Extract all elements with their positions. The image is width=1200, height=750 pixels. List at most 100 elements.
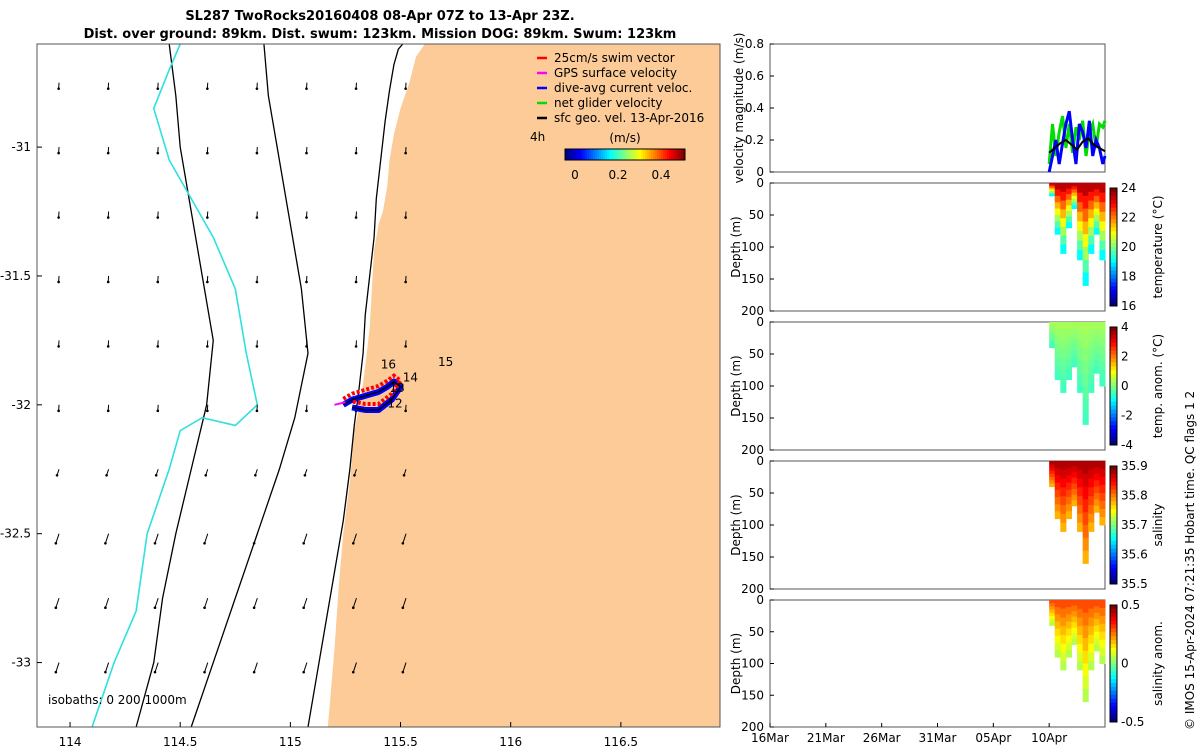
current-arrow-head <box>104 606 107 610</box>
colorbar-segment <box>1110 370 1117 375</box>
colorbar-frame <box>1109 187 1118 307</box>
profile-cell <box>1093 606 1100 614</box>
isobath-label: isobaths: 0 200 1000m <box>48 693 187 707</box>
profile-cell <box>1093 202 1100 210</box>
colorbar-segment <box>1110 616 1117 622</box>
colorbar-segment <box>1110 441 1117 446</box>
profile-cell <box>1077 250 1084 261</box>
velocity-ytick-label: 0.2 <box>745 133 764 147</box>
colorbar-segment <box>1110 350 1117 356</box>
profile-cell <box>1071 461 1078 468</box>
profile-cell <box>1077 202 1084 213</box>
legend-entry: net glider velocity <box>554 96 662 110</box>
colorbar-segment <box>1110 250 1117 256</box>
profile-cell <box>1065 635 1072 644</box>
current-arrow <box>253 597 258 608</box>
profile-cell <box>1082 688 1089 703</box>
profile-cell <box>1054 227 1061 235</box>
profile-cell <box>1071 472 1078 479</box>
profile-cell <box>1054 497 1061 505</box>
colorbar-segment <box>1110 362 1117 367</box>
colorbar-segment <box>627 149 630 160</box>
profile-cell <box>1082 208 1089 222</box>
colorbar-segment <box>1110 580 1117 585</box>
depth-ytick-label: 50 <box>749 347 764 361</box>
profile-cell <box>1077 357 1084 367</box>
profile-cell <box>1077 661 1084 671</box>
colorbar-segment <box>1110 667 1117 672</box>
colorbar-segment <box>1110 473 1117 479</box>
profile-cell <box>1071 205 1078 210</box>
profile-cell <box>1077 383 1084 393</box>
profile-cell <box>1093 221 1100 229</box>
colorbar-segment <box>597 149 600 160</box>
colorbar-segment <box>1110 405 1117 411</box>
colorbar-segment <box>1110 509 1117 514</box>
colorbar-segment <box>631 149 634 160</box>
profile-cell <box>1060 634 1067 645</box>
profile-cell <box>1060 200 1067 210</box>
colorbar-segment <box>1110 358 1117 363</box>
profile-cell <box>1065 322 1072 330</box>
profile-cell <box>1082 247 1089 261</box>
current-arrow <box>402 597 407 608</box>
depth-ytick-label: 200 <box>741 582 764 596</box>
profile-cell <box>1060 461 1067 471</box>
colorbar-tick-label: 35.9 <box>1121 459 1148 473</box>
current-arrow-head <box>305 151 308 155</box>
colorbar-label: salinity <box>1151 503 1165 546</box>
depth-ytick-label: 50 <box>749 208 764 222</box>
colorbar-segment <box>1110 294 1117 299</box>
profile-cell <box>1082 334 1089 349</box>
colorbar-segment <box>601 149 604 160</box>
profile-cell <box>1082 461 1089 475</box>
profile-cell <box>1082 183 1089 197</box>
time-tick-label: 10Apr <box>1031 731 1067 745</box>
profile-cell <box>1093 600 1100 607</box>
colorbar-segment <box>1110 608 1117 614</box>
profile-cell <box>1065 475 1072 484</box>
current-arrow-head <box>351 541 355 545</box>
profile-cell <box>1099 600 1106 609</box>
profile-cell <box>1082 676 1089 690</box>
colorbar-segment <box>1110 378 1117 383</box>
profile-cell <box>1071 611 1078 618</box>
profile-cell <box>1060 643 1067 653</box>
colorbar-segment <box>1110 536 1117 542</box>
colorbar-segment <box>625 149 628 160</box>
colorbar-tick-label: 0.2 <box>608 168 627 182</box>
day-label: 16 <box>381 358 396 372</box>
profile-cell <box>1099 378 1106 387</box>
colorbar-segment <box>587 149 590 160</box>
current-arrow <box>303 662 308 673</box>
profile-cell <box>1077 513 1084 524</box>
colorbar-segment <box>1110 199 1117 205</box>
colorbar-segment <box>681 149 684 160</box>
current-arrow-head <box>206 345 209 348</box>
current-arrow <box>204 597 209 608</box>
colorbar-segment <box>1110 647 1117 653</box>
profile-cell <box>1077 643 1084 653</box>
legend-entry: sfc geo. vel. 13-Apr-2016 <box>554 111 704 125</box>
current-arrow <box>55 662 60 673</box>
profile-cell <box>1054 614 1061 622</box>
profile-cell <box>1082 537 1089 552</box>
current-arrow-head <box>54 670 58 674</box>
current-arrow <box>154 662 159 673</box>
current-arrow <box>104 533 110 544</box>
profile-cell <box>1099 240 1106 251</box>
current-arrow-head <box>54 606 58 610</box>
profile-cell <box>1099 346 1106 355</box>
profile-cell <box>1054 202 1061 210</box>
profile-cell <box>1082 272 1089 286</box>
profile-cell <box>1077 339 1084 349</box>
depth-ytick-label: 150 <box>741 272 764 286</box>
current-arrow-head <box>401 606 405 610</box>
colorbar-segment <box>651 149 654 160</box>
depth-ytick-label: 100 <box>741 657 764 671</box>
colorbar-segment <box>1110 211 1117 217</box>
current-arrow-head <box>57 151 60 155</box>
colorbar-segment <box>623 149 626 160</box>
map-ytick-label: -31 <box>11 140 31 154</box>
profile-cell <box>1093 644 1100 652</box>
